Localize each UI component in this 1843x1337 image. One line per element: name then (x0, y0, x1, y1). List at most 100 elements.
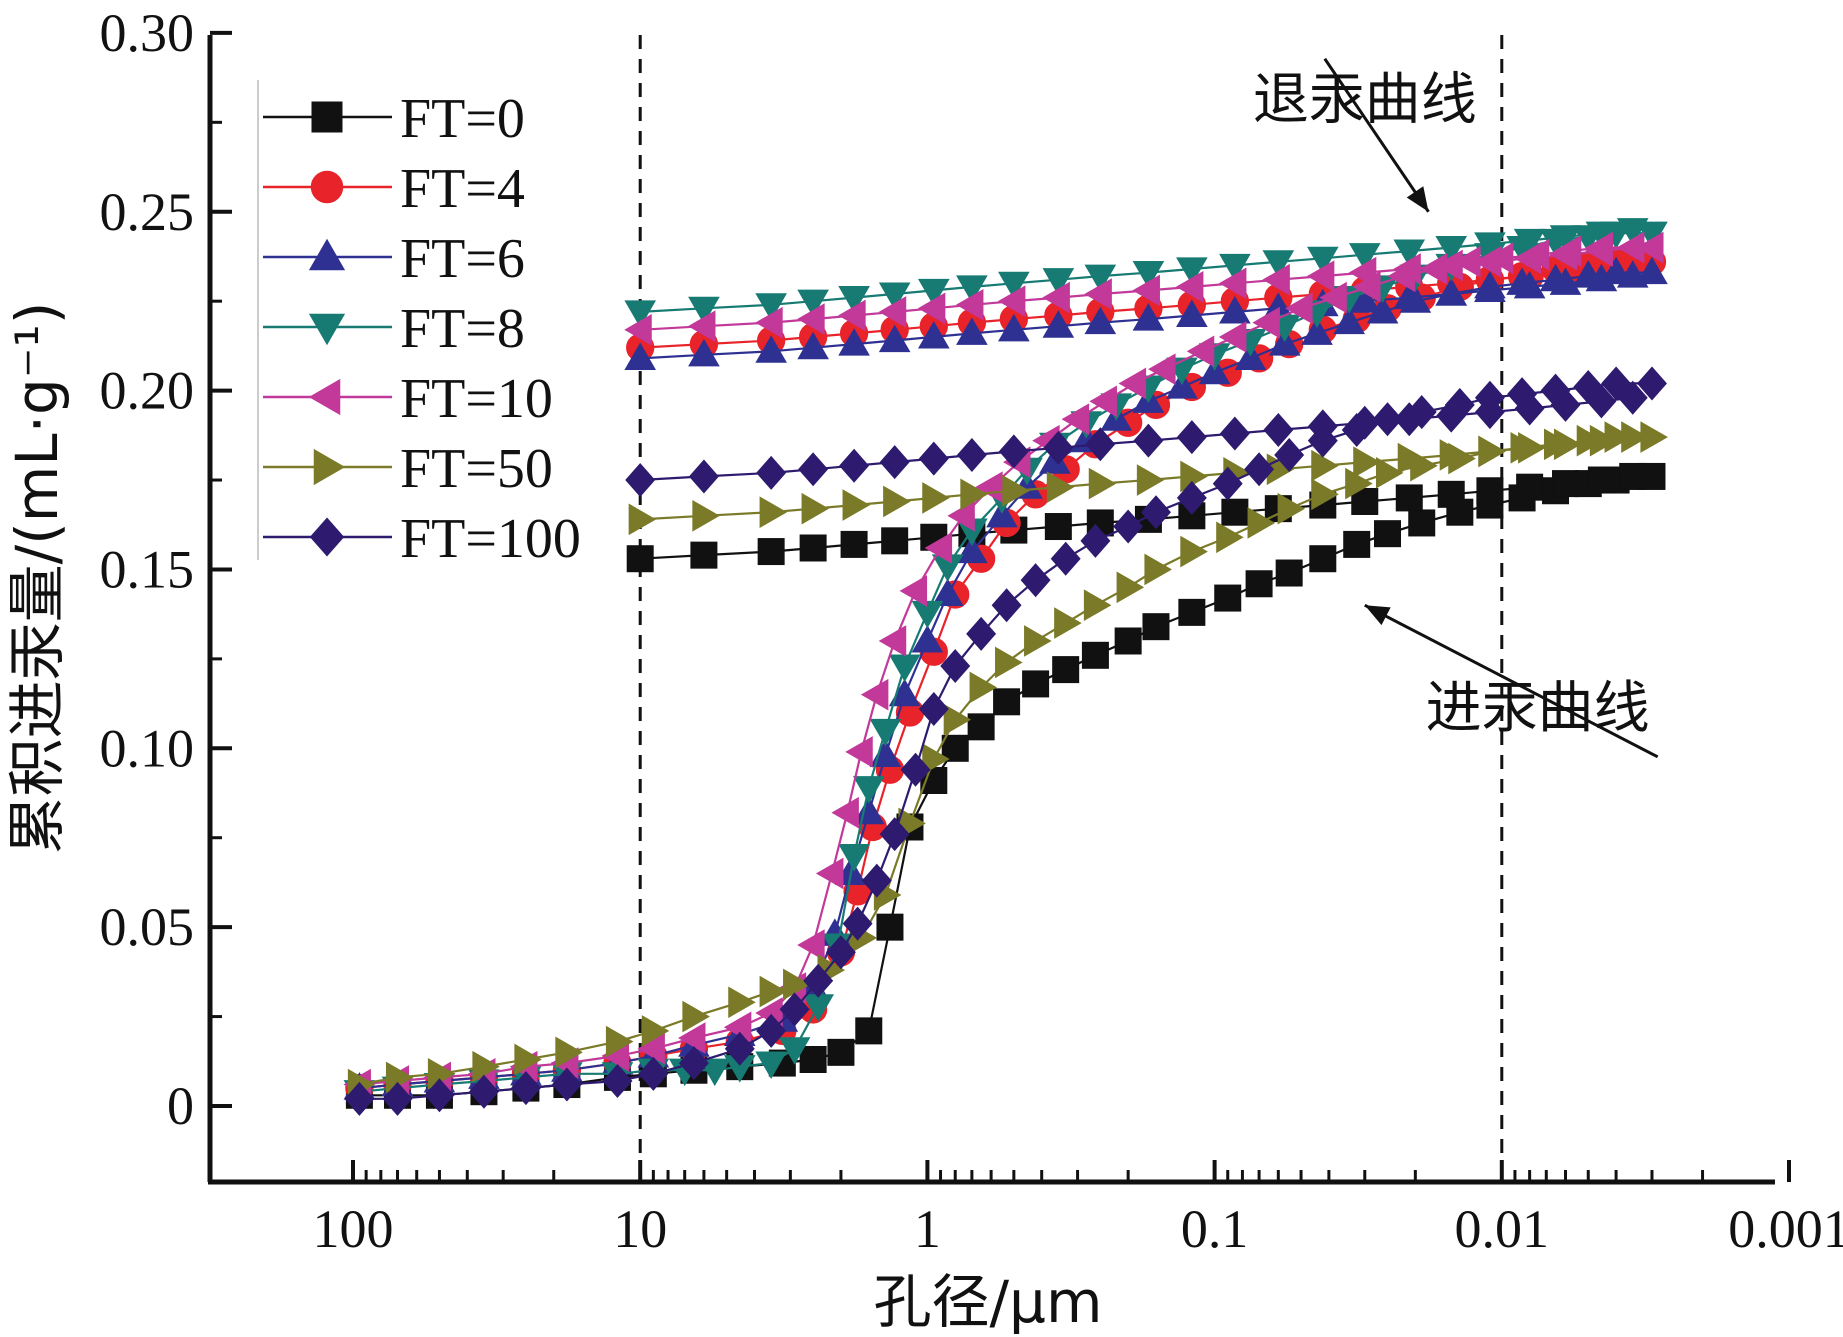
intrusion-point (1212, 466, 1243, 501)
intrusion-point (1081, 641, 1109, 669)
intrusion-point (1637, 366, 1667, 401)
extrusion-point (1042, 268, 1075, 296)
extrusion-point (1132, 303, 1165, 331)
intrusion-point (799, 1045, 827, 1073)
extrusion-point (883, 485, 911, 518)
intrusion-point (1285, 292, 1313, 325)
extrusion-point (626, 545, 654, 573)
y-tick-label: 0.30 (100, 3, 195, 63)
extrusion-point (1395, 484, 1423, 512)
extrusion-point (1176, 299, 1208, 328)
intrusion-point (995, 646, 1023, 679)
annotation-arrowhead (1364, 605, 1391, 626)
legend-marker (313, 448, 346, 486)
extrusion-point (1435, 249, 1463, 282)
extrusion-point (1436, 398, 1467, 433)
extrusion-point (922, 482, 950, 514)
intrusion-point (918, 691, 949, 726)
y-tick-label: 0.05 (100, 897, 195, 957)
series-ft-10 (343, 231, 1664, 1101)
intrusion-point (879, 817, 910, 852)
legend-label: FT=10 (400, 368, 553, 430)
extrusion-point (917, 292, 946, 325)
extrusion-point (917, 320, 950, 349)
extrusion-point (1353, 446, 1381, 478)
extrusion-point (1042, 281, 1070, 314)
extrusion-point (1621, 421, 1649, 453)
intrusion-point (899, 575, 928, 607)
extrusion-point (1513, 228, 1546, 257)
extrusion-point (1219, 295, 1251, 324)
intrusion-point (852, 776, 885, 804)
intrusion-point (1309, 545, 1337, 573)
extrusion-point (624, 342, 657, 370)
intrusion-point (1113, 509, 1144, 544)
intrusion-point (845, 736, 873, 768)
extrusion-point (1393, 239, 1426, 268)
intrusion-point (1176, 480, 1207, 515)
extrusion-point (1176, 257, 1208, 285)
intrusion-point (1218, 321, 1247, 353)
extrusion-point (956, 317, 988, 345)
intrusion-point (602, 1063, 633, 1098)
extrusion-point (1549, 225, 1582, 253)
legend-label: FT=50 (400, 438, 553, 500)
intrusion-point (931, 578, 964, 607)
intrusion-point (638, 1056, 669, 1091)
intrusion-point (838, 844, 870, 872)
extrusion-point (1549, 238, 1578, 271)
extrusion-point (838, 299, 866, 332)
extrusion-point (878, 282, 911, 310)
intrusion-point (1244, 452, 1275, 487)
intrusion-point (551, 1067, 582, 1102)
intrusion-point (1022, 670, 1050, 698)
intrusion-point (825, 935, 856, 970)
intrusion-point (1089, 385, 1117, 418)
intrusion-point (682, 1000, 710, 1033)
intrusion-point (1275, 559, 1303, 587)
intrusion-point (1408, 509, 1436, 537)
intrusion-point (637, 1032, 665, 1065)
y-axis-title: 累积进汞量/(mL·g⁻¹) (3, 302, 71, 855)
extrusion-point (1307, 409, 1338, 444)
extrusion-point (1088, 467, 1117, 500)
x-tick-label: 0.01 (1455, 1199, 1550, 1259)
intrusion-point (1343, 530, 1371, 558)
extrusion-point (1043, 430, 1074, 465)
intrusion-point (677, 1022, 706, 1054)
extrusion-point (1306, 260, 1335, 292)
extrusion-point (1042, 310, 1075, 338)
extrusion-point (842, 489, 871, 521)
extrusion-point (1046, 471, 1075, 503)
intrusion-point (1247, 507, 1276, 539)
extrusion-point (1617, 380, 1648, 415)
intrusion-point (755, 1051, 787, 1080)
extrusion-point (956, 437, 987, 472)
x-tick-label: 100 (313, 1199, 394, 1259)
intrusion-point (698, 1058, 731, 1087)
intrusion-point (924, 532, 953, 564)
legend-item: FT=4 (263, 158, 525, 220)
intrusion-point (911, 600, 944, 629)
intrusion-point (1142, 613, 1170, 641)
extrusion-point (1586, 384, 1617, 419)
legend-marker (308, 378, 341, 416)
extrusion-point (1262, 250, 1295, 278)
intrusion-point (1024, 625, 1052, 657)
extrusion-point (955, 288, 984, 321)
y-tick-label: 0.20 (100, 361, 195, 421)
legend-label: FT=8 (400, 298, 525, 360)
intrusion-point (1178, 598, 1206, 626)
intrusion-point (967, 713, 995, 741)
intrusion-point (941, 734, 969, 762)
legend-marker (309, 517, 345, 557)
intrusion-point (1372, 402, 1403, 437)
extrusion-point (1085, 427, 1116, 462)
legend-marker (308, 238, 346, 271)
intrusion-point (472, 1050, 500, 1083)
extrusion-point (628, 503, 657, 536)
intrusion-point (1252, 306, 1280, 339)
extrusion-point (878, 324, 911, 353)
intrusion-point (1374, 520, 1402, 548)
intrusion-point (876, 913, 904, 941)
